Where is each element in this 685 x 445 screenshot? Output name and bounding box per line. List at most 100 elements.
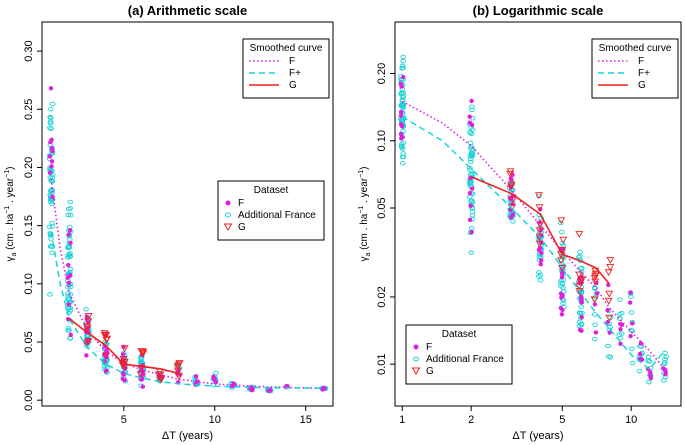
point-f bbox=[67, 228, 73, 233]
point-additional-france bbox=[661, 378, 667, 383]
point-f bbox=[398, 109, 404, 115]
point-f bbox=[212, 376, 217, 382]
point-additional-france bbox=[628, 310, 635, 315]
point-g bbox=[507, 181, 516, 189]
y-tick-label: 0.20 bbox=[23, 157, 35, 178]
point-f bbox=[398, 81, 404, 86]
point-g bbox=[102, 331, 111, 339]
point-additional-france bbox=[469, 107, 475, 113]
point-f bbox=[579, 300, 584, 305]
point-additional-france bbox=[537, 277, 544, 283]
point-f bbox=[508, 215, 514, 220]
point-g bbox=[575, 288, 584, 296]
point-f bbox=[648, 373, 653, 378]
point-additional-france bbox=[47, 107, 54, 112]
legend-dataset-title: Dataset bbox=[254, 185, 289, 196]
y-tick-label: 0.00 bbox=[23, 389, 35, 410]
point-additional-france bbox=[663, 354, 669, 360]
point-g bbox=[575, 231, 584, 239]
point-additional-france bbox=[662, 360, 668, 365]
point-additional-france bbox=[400, 129, 406, 134]
y-axis-label-part: a bbox=[11, 252, 18, 256]
legend-dataset-label: G bbox=[426, 366, 434, 377]
point-g bbox=[558, 265, 567, 272]
x-tick-label: 5 bbox=[121, 414, 127, 426]
point-additional-france bbox=[645, 379, 652, 385]
point-g bbox=[606, 257, 615, 264]
point-additional-france bbox=[576, 255, 582, 260]
point-additional-france bbox=[47, 115, 54, 121]
point-g bbox=[591, 270, 600, 278]
point-additional-france bbox=[399, 66, 405, 71]
point-f bbox=[606, 282, 611, 288]
y-axis-label: γa (cm . ha−1 . year−1) bbox=[4, 167, 18, 262]
point-g bbox=[606, 264, 615, 272]
point-f bbox=[639, 357, 645, 362]
point-additional-france bbox=[629, 360, 636, 366]
point-additional-france bbox=[400, 54, 407, 60]
x-tick-label: 10 bbox=[625, 414, 637, 426]
point-g bbox=[604, 269, 613, 277]
y-axis-label-part: ) bbox=[5, 167, 16, 170]
x-tick-label: 10 bbox=[209, 414, 221, 426]
point-g bbox=[591, 272, 600, 280]
point-g bbox=[590, 274, 599, 282]
curve-g bbox=[68, 318, 179, 375]
point-g bbox=[156, 371, 165, 379]
point-additional-france bbox=[67, 199, 74, 205]
point-additional-france bbox=[536, 270, 542, 275]
point-f bbox=[628, 333, 633, 339]
point-f bbox=[510, 172, 515, 178]
point-additional-france bbox=[49, 224, 56, 229]
point-additional-france bbox=[67, 205, 73, 211]
legend-dataset-label: F bbox=[238, 198, 244, 209]
point-additional-france bbox=[83, 307, 89, 312]
point-additional-france bbox=[467, 156, 474, 162]
legend-curve-label: F+ bbox=[638, 68, 650, 79]
point-additional-france bbox=[47, 121, 54, 126]
point-f bbox=[49, 137, 54, 142]
point-g bbox=[508, 196, 517, 204]
point-f bbox=[560, 293, 565, 298]
y-tick-label: 0.05 bbox=[376, 197, 388, 218]
point-f bbox=[267, 387, 273, 393]
legend-curve-label: F bbox=[638, 56, 644, 67]
point-f bbox=[558, 305, 563, 311]
point-g bbox=[100, 330, 109, 338]
point-f bbox=[249, 387, 254, 393]
point-f bbox=[68, 332, 73, 338]
point-g bbox=[557, 217, 566, 225]
point-additional-france bbox=[628, 346, 635, 352]
y-axis-label-part: . year bbox=[5, 177, 16, 205]
point-f bbox=[66, 262, 71, 268]
point-additional-france bbox=[49, 244, 56, 249]
point-additional-france bbox=[467, 181, 473, 187]
y-axis-label-part: −1 bbox=[4, 206, 11, 214]
legend-dataset-swatch bbox=[223, 223, 233, 231]
point-additional-france bbox=[576, 319, 583, 325]
point-f bbox=[68, 240, 73, 246]
point-additional-france bbox=[48, 236, 54, 241]
point-g bbox=[174, 373, 183, 381]
y-axis-label-part: (cm . ha bbox=[359, 213, 370, 252]
point-additional-france bbox=[65, 212, 72, 218]
curve-f bbox=[401, 100, 666, 370]
x-axis-label: ΔT (years) bbox=[512, 430, 563, 442]
point-f bbox=[49, 159, 55, 164]
legend-dataset-label: Additional France bbox=[238, 210, 316, 221]
point-additional-france bbox=[399, 103, 406, 108]
point-f bbox=[401, 74, 406, 80]
y-tick-label: 0.10 bbox=[376, 130, 388, 151]
point-f bbox=[605, 320, 610, 325]
point-additional-france bbox=[138, 359, 144, 364]
point-f bbox=[469, 229, 474, 235]
point-additional-france bbox=[578, 304, 585, 310]
plot-frame bbox=[394, 21, 682, 407]
point-additional-france bbox=[47, 292, 53, 297]
point-f bbox=[539, 250, 544, 256]
point-f bbox=[193, 374, 199, 379]
y-axis-label-part: −1 bbox=[4, 170, 11, 178]
point-f bbox=[509, 177, 514, 183]
x-tick-label: 15 bbox=[300, 414, 312, 426]
